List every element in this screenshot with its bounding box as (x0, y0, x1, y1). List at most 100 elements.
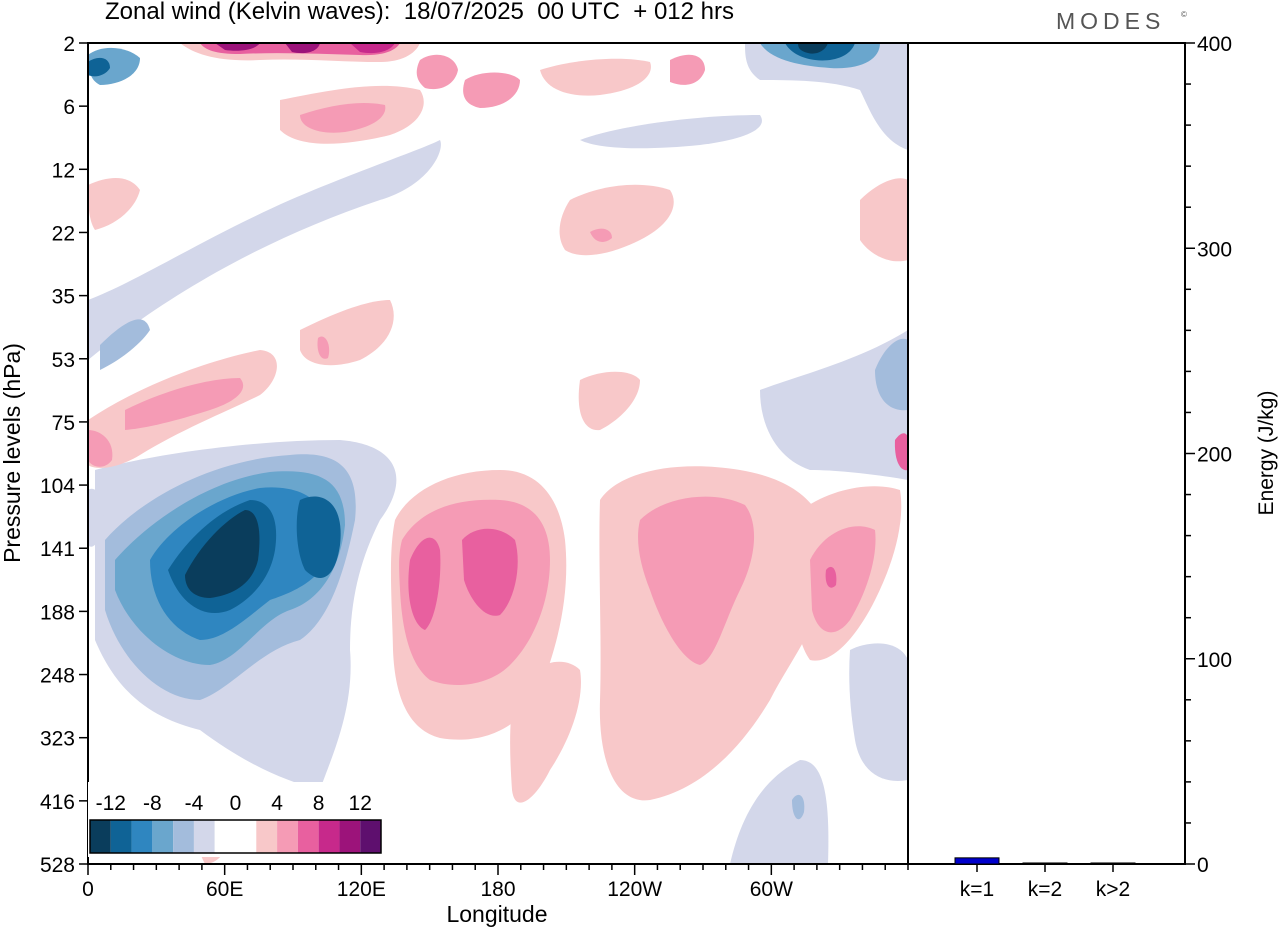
colorbar-label: 8 (313, 792, 325, 815)
energy-tick-label: 0 (1197, 854, 1209, 877)
y-tick-label: 2 (63, 33, 75, 56)
energy-tick-label: 300 (1197, 238, 1232, 261)
energy-axis: 0 100 200 300 400 (1185, 33, 1232, 877)
colorbar-label: 12 (349, 792, 372, 815)
y-tick-label: 416 (40, 791, 75, 814)
contour-pos-upper-cell-b (463, 72, 520, 108)
contour-pos-mid-center (578, 371, 640, 431)
energy-bar-k=2 (1022, 862, 1068, 865)
x-tick-label: 120E (337, 878, 386, 901)
energy-plot-frame (907, 42, 1186, 865)
contour-pos-strat-band-mid (300, 300, 394, 366)
colorbar-swatch (110, 820, 132, 853)
contour-neg-mid-band (580, 115, 762, 149)
energy-tick-label: 100 (1197, 649, 1232, 672)
contour-pos-lower-c-core (825, 566, 837, 588)
contour-neg-bottom-right-cell (792, 794, 805, 820)
x-tick-label: 60W (750, 878, 793, 901)
contour-pos-upper-band-1 (300, 103, 386, 133)
colorbar-swatch (256, 820, 278, 853)
y-tick-label: 53 (52, 349, 75, 372)
contour-pos-lower-b-1 (638, 496, 755, 665)
contour-pos-strat-mid-right-cell (590, 228, 612, 242)
contour-neg-upper-west (88, 47, 140, 85)
contour-pos-top-strip-core (215, 43, 260, 51)
y-tick-label: 323 (40, 728, 75, 751)
contour-neg-lower-east-cell (296, 496, 341, 578)
energy-tick-label: 200 (1197, 444, 1232, 467)
colorbar-label: -8 (143, 792, 162, 815)
colorbar-label: 0 (230, 792, 242, 815)
y-tick-label: 35 (52, 286, 75, 309)
colorbar-swatch (360, 820, 381, 853)
x-tick-label: 60E (206, 878, 243, 901)
y-tick-label: 22 (52, 222, 75, 245)
colorbar-swatch (214, 820, 236, 853)
energy-tick-label: 400 (1197, 33, 1232, 56)
contour-neg-mid-east (760, 330, 908, 480)
colorbar-frame (89, 819, 382, 854)
contour-pos-lower-c-1 (810, 526, 876, 633)
colorbar-swatch (339, 820, 361, 853)
contour-neg-upper-east (745, 43, 908, 150)
colorbar-swatch (277, 820, 298, 853)
y-tick-label: 528 (40, 854, 75, 877)
colorbar-swatch (90, 820, 111, 853)
contour-neg-bottom-right (730, 760, 829, 864)
colorbar-swatch (173, 820, 194, 853)
contour-neg-lower-left-edge (88, 488, 104, 547)
brand-logo: MODES (1056, 8, 1166, 34)
colorbar-label: -4 (185, 792, 204, 815)
x-tick-label: 0 (82, 878, 94, 901)
energy-bar-k=1 (954, 857, 1000, 865)
contour-pos-strat-left (88, 178, 140, 230)
y-tick-label: 188 (40, 601, 75, 624)
contour-pos-strat-band-low-1 (125, 378, 244, 430)
colorbar-label: 4 (271, 792, 283, 815)
brand-copyright-mark: © (1181, 10, 1187, 19)
colorbar: -12 -8 -4 0 4 8 12 (88, 782, 383, 857)
energy-category-label: k=2 (1028, 878, 1062, 901)
contour-neg-strat-band (88, 140, 441, 360)
contour-pos-strat-right-edge (860, 178, 908, 262)
x-tick-label: 120W (607, 878, 662, 901)
contour-pos-mid-left (88, 430, 113, 467)
x-tick-label: 180 (480, 878, 515, 901)
chart-title: Zonal wind (Kelvin waves): 18/07/2025 00… (105, 0, 734, 25)
y-tick-label: 141 (40, 538, 75, 561)
contour-pos-top-strip-core2 (285, 43, 320, 54)
colorbar-swatch (318, 820, 340, 853)
contour-pos-upper-cell-a (416, 54, 458, 90)
contour-pos-upper-cell-d (670, 54, 705, 85)
colorbar-swatch (297, 820, 319, 853)
energy-bars: k=1 k=2 k>2 (954, 857, 1136, 901)
contour-neg-upper-east-core (798, 43, 828, 54)
contour-neg-mid-east-cell (875, 338, 908, 411)
contour-pos-lower-a-core-east (462, 528, 518, 616)
contour-neg-lower-core (185, 510, 260, 598)
colorbar-swatch (193, 820, 215, 853)
y-tick-label: 6 (63, 96, 75, 119)
y-tick-label: 12 (52, 159, 75, 182)
colorbar-label: -12 (96, 792, 126, 815)
contour-pos-strat-cell (317, 336, 330, 359)
contour-neg-upper-west-core (88, 57, 110, 77)
y-tick-label: 104 (40, 475, 75, 498)
contour-pos-strat-mid-right (559, 184, 674, 256)
contour-neg-lower-right (849, 643, 908, 781)
y-tick-label: 75 (52, 412, 75, 435)
y-tick-label: 248 (40, 665, 75, 688)
contour-pos-right-edge-cell (894, 433, 908, 471)
contour-pos-upper-cell-c (540, 58, 651, 96)
colorbar-swatch (235, 820, 257, 853)
contour-pos-top-strip-core3 (350, 43, 395, 54)
energy-category-label: k>2 (1096, 878, 1130, 901)
energy-axis-label: Energy (J/kg) (1255, 391, 1278, 516)
energy-bar-k>2 (1090, 862, 1136, 865)
colorbar-swatch (131, 820, 153, 853)
y-axis-label: Pressure levels (hPa) (0, 343, 25, 563)
x-axis: 0 60E 120E 180 120W 60W (82, 864, 909, 901)
contour-field (88, 43, 908, 864)
y-axis: 2 6 12 22 35 53 75 104 141 188 248 323 416 528 (40, 33, 88, 877)
energy-category-label: k=1 (960, 878, 994, 901)
